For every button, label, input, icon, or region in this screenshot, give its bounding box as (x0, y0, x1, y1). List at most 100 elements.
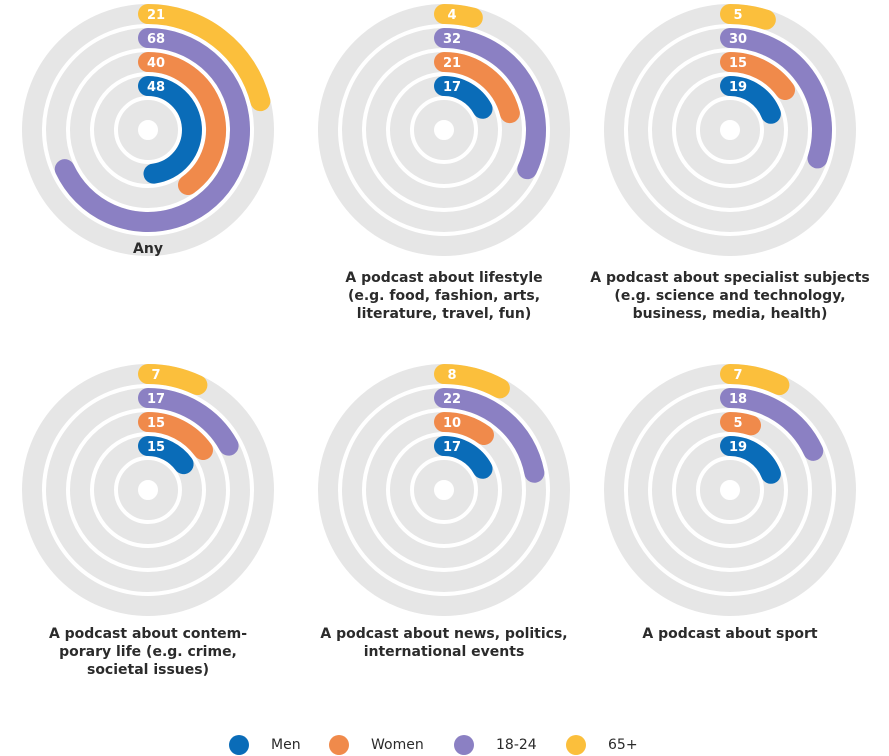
arc-men (720, 436, 781, 484)
legend-label-women: Women (371, 737, 424, 753)
value-label-men: 17 (443, 440, 461, 455)
track-ring (22, 364, 274, 616)
value-label-65plus: 7 (151, 368, 160, 383)
caption-line: (e.g. food, fashion, arts, (347, 288, 541, 304)
caption-line: societal issues) (86, 662, 209, 678)
value-label-65plus: 7 (733, 368, 742, 383)
arc-women (138, 412, 214, 461)
caption-specialist: A podcast about specialist subjects (e.g… (582, 269, 878, 323)
chart-specialist: 19 15 30 5 A podcast about specialist subje… (582, 0, 878, 350)
arc-women (434, 412, 494, 445)
value-label-men: 19 (729, 440, 747, 455)
chart-sport: 19 5 18 7 A podcast about sport (582, 360, 878, 700)
arc-men (138, 76, 202, 184)
track-ring (604, 4, 856, 256)
arc-women (720, 412, 762, 436)
caption-news: A podcast about news, politics, internat… (296, 625, 592, 661)
arc-men (138, 436, 194, 475)
arc-65plus (138, 4, 271, 112)
track-ring (604, 364, 856, 616)
legend-label-men: Men (271, 737, 301, 753)
radial-chart-contemporary: 15 15 17 7 (22, 364, 274, 616)
caption-any: Any (0, 240, 296, 258)
value-label-18-24: 22 (443, 392, 461, 407)
arc-65plus (434, 3, 483, 28)
value-label-18-24: 17 (147, 392, 165, 407)
arc-men (434, 436, 493, 479)
arc-men (720, 76, 781, 124)
caption-line: porary life (e.g. crime, (59, 644, 237, 660)
caption-line: (e.g. science and technology, (614, 288, 846, 304)
legend: Men Women 18-24 65+ (0, 734, 889, 756)
caption-line: Any (133, 241, 163, 257)
track-ring (700, 100, 760, 160)
value-label-65plus: 8 (447, 368, 456, 383)
legend-label-18-24: 18-24 (496, 737, 537, 753)
caption-line: A podcast about news, politics, (320, 626, 568, 642)
caption-contemporary: A podcast about contem- porary life (e.g… (0, 625, 296, 679)
value-label-women: 21 (443, 56, 461, 71)
value-label-women: 15 (147, 416, 165, 431)
radial-chart-specialist: 19 15 30 5 (604, 4, 856, 256)
caption-line: A podcast about sport (642, 626, 818, 642)
arc-18-24 (434, 28, 546, 180)
caption-line: business, media, health) (632, 306, 828, 322)
track-ring (700, 460, 760, 520)
chart-any: 48 40 68 21 Any (0, 0, 296, 350)
radial-chart-news: 17 10 22 8 (318, 364, 570, 616)
arc-women (138, 52, 226, 196)
radial-chart-sport: 19 5 18 7 (604, 364, 856, 616)
caption-sport: A podcast about sport (582, 625, 878, 643)
chart-news: 17 10 22 8 A podcast about news, politics, … (296, 360, 592, 700)
arc-65plus (138, 364, 208, 396)
chart-contemporary: 15 15 17 7 A podcast about contem- porary l… (0, 360, 296, 700)
caption-line: A podcast about lifestyle (345, 270, 543, 286)
value-label-18-24: 68 (147, 32, 165, 47)
track-ring (118, 100, 178, 160)
arc-18-24 (434, 388, 545, 483)
track-ring (118, 460, 178, 520)
value-label-65plus: 4 (447, 8, 456, 23)
caption-line: A podcast about contem- (48, 626, 248, 642)
value-label-women: 10 (443, 416, 461, 431)
track-ring (318, 4, 570, 256)
arc-18-24 (720, 388, 824, 461)
value-label-18-24: 18 (729, 392, 747, 407)
arc-women (434, 52, 520, 124)
arc-65plus (434, 364, 510, 399)
value-label-men: 19 (729, 80, 747, 95)
arc-18-24 (720, 28, 832, 169)
value-label-65plus: 21 (147, 8, 165, 23)
arc-men (434, 76, 493, 119)
value-label-18-24: 32 (443, 32, 461, 47)
value-label-women: 15 (729, 56, 747, 71)
caption-line: literature, travel, fun) (356, 306, 532, 322)
value-label-men: 48 (147, 80, 165, 95)
arc-65plus (720, 4, 776, 30)
legend-swatch-women (329, 735, 349, 755)
value-label-65plus: 5 (733, 8, 742, 23)
arc-18-24 (54, 28, 250, 232)
legend-swatch-18-24 (454, 735, 474, 755)
value-label-18-24: 30 (729, 32, 747, 47)
chart-lifestyle: 17 21 32 4 A podcast about lifestyle (e.g. … (296, 0, 592, 350)
arc-65plus (720, 364, 790, 396)
value-label-women: 40 (147, 56, 165, 71)
value-label-men: 17 (443, 80, 461, 95)
legend-swatch-men (229, 735, 249, 755)
radial-chart-lifestyle: 17 21 32 4 (318, 3, 570, 256)
caption-line: international events (363, 644, 525, 660)
caption-line: A podcast about specialist subjects (590, 270, 870, 286)
track-ring (414, 460, 474, 520)
arc-18-24 (138, 388, 239, 456)
caption-lifestyle: A podcast about lifestyle (e.g. food, fa… (296, 269, 592, 323)
radial-chart-grid: 48 40 68 21 Any 17 21 32 4 A podcast about lif… (0, 0, 878, 700)
legend-swatch-65plus (566, 735, 586, 755)
arc-women (720, 52, 796, 101)
legend-label-65plus: 65+ (608, 737, 638, 753)
track-ring (318, 364, 570, 616)
value-label-men: 15 (147, 440, 165, 455)
radial-chart-any: 48 40 68 21 (22, 4, 274, 256)
value-label-women: 5 (733, 416, 742, 431)
track-ring (414, 100, 474, 160)
